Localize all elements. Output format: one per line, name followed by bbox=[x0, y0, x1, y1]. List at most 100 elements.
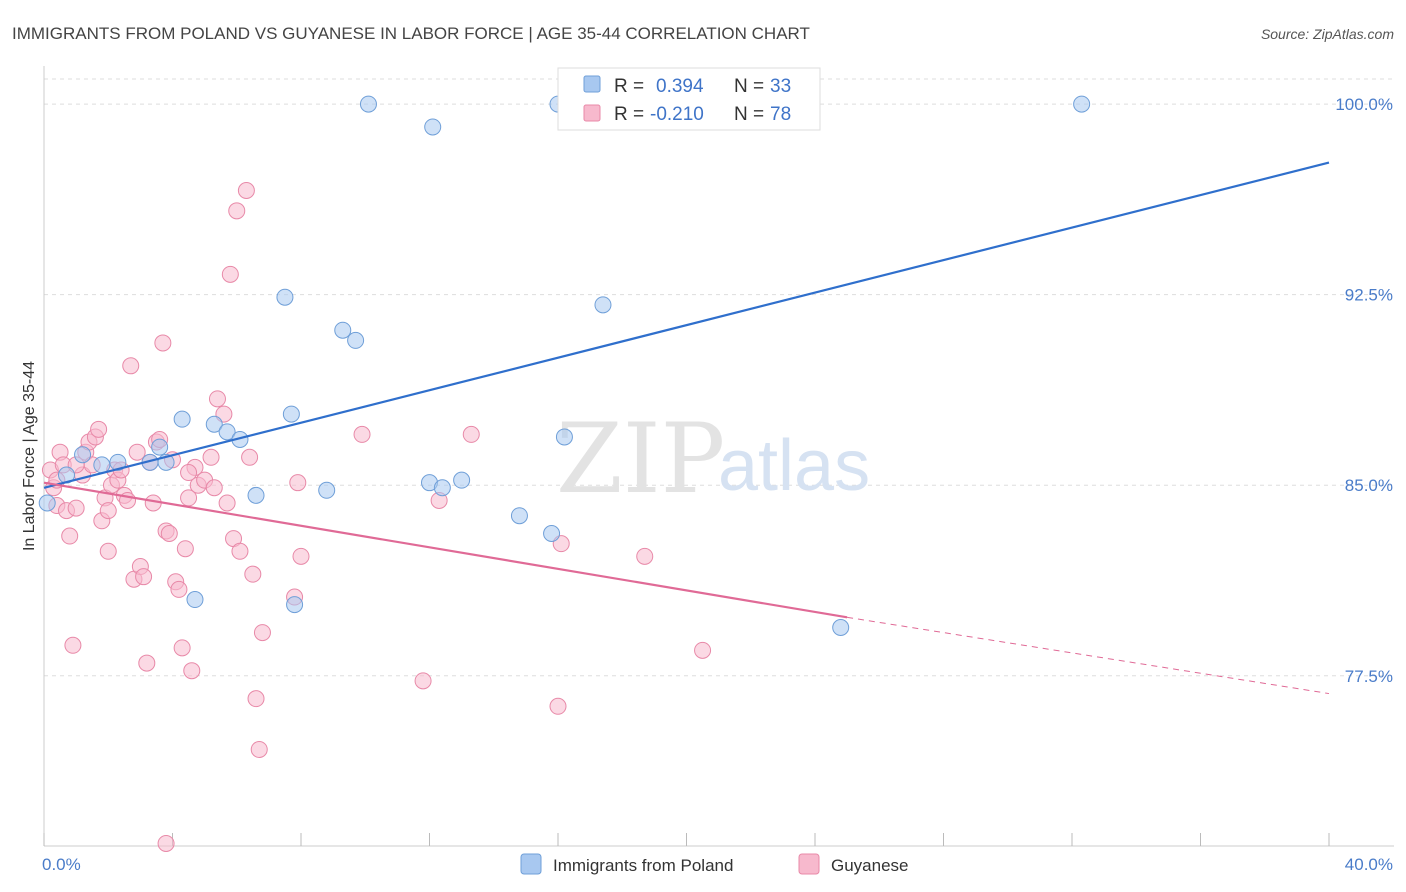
guyanese-point bbox=[99, 502, 117, 520]
watermark-zip: ZIP bbox=[556, 403, 725, 515]
stats-n-label-poland: N = bbox=[734, 76, 764, 97]
guyanese-point bbox=[462, 425, 480, 443]
trend-lines bbox=[43, 161, 1330, 695]
x-tick-label: 0.0% bbox=[42, 855, 81, 874]
guyanese-point bbox=[99, 542, 117, 560]
grid-lines bbox=[44, 78, 1394, 677]
guyanese-point bbox=[237, 181, 255, 199]
guyanese-points bbox=[41, 181, 712, 852]
watermark-atlas: atlas bbox=[718, 426, 870, 506]
x-tick-marks bbox=[43, 833, 1330, 846]
guyanese-point bbox=[183, 662, 201, 680]
guyanese-point bbox=[67, 499, 85, 517]
stats-n-value-poland: 33 bbox=[770, 76, 791, 97]
y-tick-label: 92.5% bbox=[1345, 286, 1393, 305]
poland-point bbox=[510, 507, 528, 525]
poland-point bbox=[247, 486, 265, 504]
poland-point bbox=[38, 494, 56, 512]
stats-swatch-poland bbox=[583, 75, 601, 93]
guyanese-point bbox=[61, 527, 79, 545]
poland-point bbox=[359, 95, 377, 113]
guyanese-point bbox=[231, 542, 249, 560]
guyanese-point bbox=[253, 624, 271, 642]
guyanese-point bbox=[154, 334, 172, 352]
stats-n-label-guyanese: N = bbox=[734, 104, 764, 125]
legend-label-poland: Immigrants from Poland bbox=[553, 856, 733, 875]
guyanese-point bbox=[180, 464, 198, 482]
poland-point bbox=[555, 428, 573, 446]
poland-point bbox=[186, 591, 204, 609]
guyanese-point bbox=[64, 636, 82, 654]
poland-point bbox=[433, 479, 451, 497]
guyanese-point bbox=[241, 448, 259, 466]
guyanese-trend-extension bbox=[847, 616, 1330, 695]
stats-r-label-guyanese: R = bbox=[614, 104, 644, 125]
poland-point bbox=[594, 296, 612, 314]
guyanese-point bbox=[138, 654, 156, 672]
guyanese-point bbox=[636, 547, 654, 565]
stats-n-value-guyanese: 78 bbox=[770, 104, 791, 125]
poland-point bbox=[74, 446, 92, 464]
watermark: ZIP atlas bbox=[556, 403, 870, 515]
guyanese-point bbox=[173, 639, 191, 657]
x-tick-labels: 0.0% 40.0% bbox=[42, 855, 1393, 874]
y-axis-label: In Labor Force | Age 35-44 bbox=[21, 361, 38, 551]
poland-point bbox=[282, 405, 300, 423]
guyanese-point bbox=[292, 547, 310, 565]
poland-point bbox=[424, 118, 442, 136]
poland-point bbox=[276, 288, 294, 306]
guyanese-point bbox=[353, 425, 371, 443]
guyanese-point bbox=[250, 740, 268, 758]
chart-source: Source: ZipAtlas.com bbox=[1261, 26, 1394, 42]
stats-swatch-guyanese bbox=[583, 104, 601, 122]
y-tick-label: 85.0% bbox=[1345, 476, 1393, 495]
guyanese-point bbox=[549, 697, 567, 715]
guyanese-point bbox=[218, 494, 236, 512]
y-tick-label: 100.0% bbox=[1335, 95, 1393, 114]
guyanese-point bbox=[289, 474, 307, 492]
guyanese-point bbox=[176, 540, 194, 558]
legend-swatch-poland bbox=[520, 853, 542, 875]
poland-point bbox=[109, 453, 127, 471]
poland-point bbox=[453, 471, 471, 489]
guyanese-point bbox=[128, 443, 146, 461]
y-tick-label: 77.5% bbox=[1345, 667, 1393, 686]
poland-points bbox=[38, 95, 1091, 636]
poland-point bbox=[832, 618, 850, 636]
guyanese-point bbox=[202, 448, 220, 466]
guyanese-point bbox=[135, 568, 153, 586]
guyanese-point bbox=[122, 357, 140, 375]
x-tick-label: 40.0% bbox=[1345, 855, 1393, 874]
guyanese-point bbox=[160, 524, 178, 542]
stats-r-label-poland: R = bbox=[614, 76, 644, 97]
guyanese-point bbox=[208, 390, 226, 408]
guyanese-point bbox=[205, 479, 223, 497]
stats-r-value-poland: 0.394 bbox=[656, 76, 704, 97]
chart-title: IMMIGRANTS FROM POLAND VS GUYANESE IN LA… bbox=[12, 24, 810, 43]
poland-point bbox=[543, 524, 561, 542]
series-legend: Immigrants from Poland Guyanese bbox=[520, 853, 909, 875]
guyanese-point bbox=[221, 265, 239, 283]
guyanese-point bbox=[170, 580, 188, 598]
y-tick-labels: 77.5% 85.0% 92.5% 100.0% bbox=[1335, 95, 1393, 686]
legend-label-guyanese: Guyanese bbox=[831, 856, 909, 875]
guyanese-point bbox=[157, 834, 175, 852]
poland-point bbox=[205, 415, 223, 433]
stats-legend: R = 0.394 N = 33 R = -0.210 N = 78 bbox=[557, 67, 821, 131]
poland-point bbox=[347, 331, 365, 349]
guyanese-point bbox=[414, 672, 432, 690]
guyanese-point bbox=[247, 690, 265, 708]
poland-point bbox=[318, 481, 336, 499]
poland-trend-line bbox=[43, 161, 1330, 489]
poland-point bbox=[173, 410, 191, 428]
stats-legend-box bbox=[557, 67, 821, 131]
legend-swatch-guyanese bbox=[798, 853, 820, 875]
poland-point bbox=[334, 321, 352, 339]
guyanese-point bbox=[244, 565, 262, 583]
stats-r-value-guyanese: -0.210 bbox=[650, 104, 704, 125]
guyanese-point bbox=[90, 420, 108, 438]
poland-point bbox=[218, 423, 236, 441]
guyanese-point bbox=[228, 202, 246, 220]
poland-point bbox=[93, 456, 111, 474]
